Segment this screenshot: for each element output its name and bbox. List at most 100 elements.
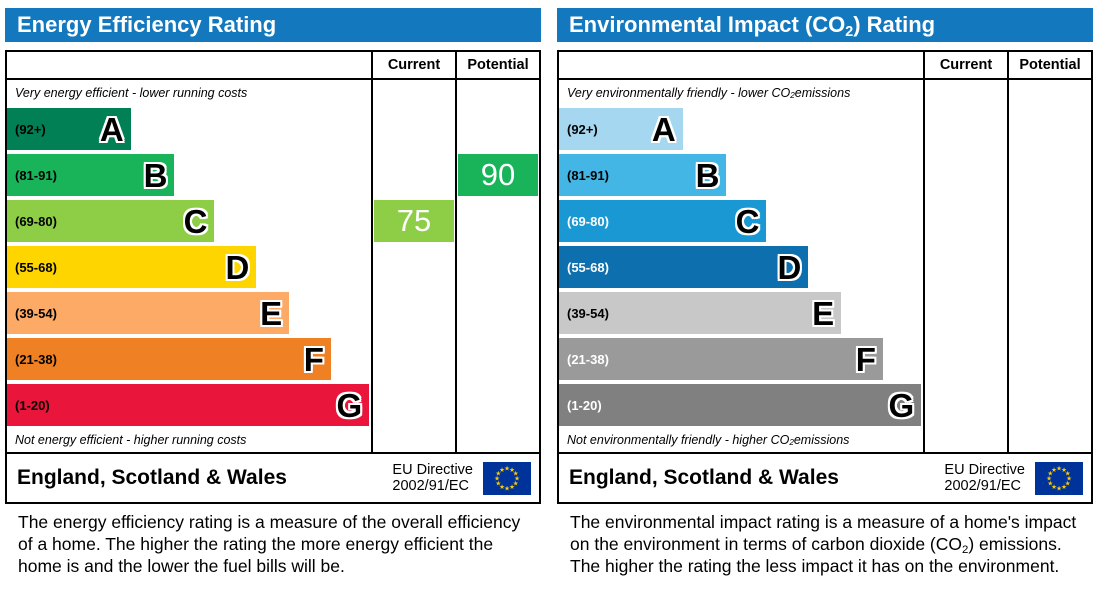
eu-flag-star: ★: [494, 474, 500, 482]
band-range-label: (55-68): [15, 259, 57, 275]
band-range-label: (69-80): [567, 213, 609, 229]
band-bar: (81-91) B: [559, 154, 727, 196]
potential-column: 90: [455, 80, 539, 452]
table-footer: England, Scotland & Wales EU Directive 2…: [7, 452, 539, 502]
environmental-impact-title-bar: Environmental Impact (CO2) Rating: [557, 8, 1093, 42]
current-column-header: Current: [923, 52, 1007, 80]
eu-flag-star: ★: [514, 474, 520, 482]
caption-post: ) emissions. The higher the rating the l…: [570, 533, 1062, 576]
bottom-note: Not energy efficient - higher running co…: [7, 428, 371, 452]
eu-flag-star: ★: [1061, 483, 1067, 491]
region-label: England, Scotland & Wales: [17, 466, 287, 489]
title-sub: 2: [845, 24, 854, 41]
energy-efficiency-caption: The energy efficiency rating is a measur…: [5, 512, 541, 578]
band-letter: B: [143, 156, 168, 194]
band-row-e: (39-54) E: [7, 290, 371, 336]
band-range-label: (69-80): [15, 213, 57, 229]
band-bar: (55-68) D: [559, 246, 809, 288]
bands: (92+) A (81-91) B (69-80) C (55-68) D (39-54) E (2…: [559, 106, 923, 428]
band-row-d: (55-68) D: [7, 244, 371, 290]
band-letter: A: [99, 110, 124, 148]
eu-directive-line2: 2002/91/EC: [392, 478, 470, 494]
eu-directive-line2: 2002/91/EC: [944, 478, 1022, 494]
caption-sub: 2: [962, 544, 969, 557]
eu-flag-star: ★: [1046, 474, 1052, 482]
band-letter: A: [651, 110, 676, 148]
band-letter: G: [888, 386, 915, 424]
eu-flag-star: ★: [1047, 469, 1053, 477]
energy-efficiency-panel: Energy Efficiency Rating Current Potenti…: [5, 8, 541, 578]
eu-flag-star: ★: [1061, 465, 1067, 473]
band-row-g: (1-20) G: [7, 382, 371, 428]
top-note-pre: Very energy efficient - lower running co…: [15, 86, 248, 100]
band-range-label: (39-54): [15, 305, 57, 321]
title-pre: Environmental Impact (CO: [569, 12, 846, 37]
band-bar: (39-54) E: [559, 292, 842, 334]
current-column: [923, 80, 1007, 452]
band-range-label: (55-68): [567, 259, 609, 275]
band-bar: (81-91) B: [7, 154, 175, 196]
bands-column: Very energy efficient - lower running co…: [7, 80, 371, 452]
band-letter: D: [225, 248, 250, 286]
eu-flag-star: ★: [495, 469, 501, 477]
band-range-label: (1-20): [567, 397, 602, 413]
band-row-b: (81-91) B: [559, 152, 923, 198]
title-pre: Energy Efficiency Rating: [17, 12, 277, 37]
band-bar: (69-80) C: [559, 200, 767, 242]
eu-directive-label: EU Directive 2002/91/EC: [944, 462, 1025, 494]
eu-flag-field: [1035, 461, 1083, 495]
band-row-b: (81-91) B: [7, 152, 371, 198]
band-bar: (92+) A: [7, 108, 131, 150]
top-note: Very environmentally friendly - lower CO…: [559, 80, 923, 106]
band-bar: (55-68) D: [7, 246, 257, 288]
band-letter: G: [336, 386, 363, 424]
band-row-g: (1-20) G: [559, 382, 923, 428]
band-bar: (1-20) G: [559, 384, 922, 426]
epc-rating-page: Energy Efficiency Rating Current Potenti…: [5, 8, 1093, 578]
eu-flag-star: ★: [1065, 469, 1071, 477]
potential-rating-indicator: 90: [458, 154, 538, 196]
band-letter: C: [735, 202, 760, 240]
eu-directive-label: EU Directive 2002/91/EC: [392, 462, 473, 494]
environmental-impact-caption: The environmental impact rating is a mea…: [557, 512, 1093, 578]
band-letter: F: [855, 340, 876, 378]
eu-flag-star: ★: [1047, 479, 1053, 487]
band-bar: (1-20) G: [7, 384, 370, 426]
current-column: 75: [371, 80, 455, 452]
band-range-label: (92+): [567, 121, 598, 137]
eu-flag-icon: ★ ★ ★ ★ ★ ★ ★ ★ ★ ★ ★ ★: [1035, 461, 1083, 495]
region-label: England, Scotland & Wales: [569, 466, 839, 489]
top-note-sub: 2: [790, 90, 795, 100]
band-row-f: (21-38) F: [7, 336, 371, 382]
eu-flag-star: ★: [495, 479, 501, 487]
band-letter: E: [260, 294, 283, 332]
bottom-note-sub: 2: [789, 437, 794, 447]
energy-efficiency-title-bar: Energy Efficiency Rating: [5, 8, 541, 42]
band-range-label: (81-91): [15, 167, 57, 183]
eu-flag-star: ★: [1051, 483, 1057, 491]
eu-flag-star: ★: [504, 484, 510, 492]
eu-flag-star: ★: [1056, 464, 1062, 472]
band-range-label: (21-38): [567, 351, 609, 367]
band-bar: (21-38) F: [559, 338, 883, 380]
bands: (92+) A (81-91) B (69-80) C (55-68) D (39-54) E (2…: [7, 106, 371, 428]
panel-title-text: Energy Efficiency Rating: [17, 12, 276, 38]
title-post: ) Rating: [853, 12, 936, 37]
potential-column-header: Potential: [455, 52, 539, 80]
eu-flag-star: ★: [1051, 465, 1057, 473]
table-footer: England, Scotland & Wales EU Directive 2…: [559, 452, 1091, 502]
caption-pre: The energy efficiency rating is a measur…: [18, 512, 521, 576]
potential-column: [1007, 80, 1091, 452]
eu-directive-line1: EU Directive: [944, 461, 1025, 478]
environmental-impact-panel: Environmental Impact (CO2) Rating Curren…: [557, 8, 1093, 578]
eu-flag-star: ★: [1056, 484, 1062, 492]
rating-table: Current Potential Very energy efficient …: [5, 50, 541, 504]
band-letter: D: [777, 248, 802, 286]
band-range-label: (92+): [15, 121, 46, 137]
band-row-f: (21-38) F: [559, 336, 923, 382]
table-corner: [7, 52, 371, 80]
eu-flag-star: ★: [513, 479, 519, 487]
band-bar: (21-38) F: [7, 338, 331, 380]
caption-pre: The environmental impact rating is a mea…: [570, 512, 1077, 554]
bands-column: Very environmentally friendly - lower CO…: [559, 80, 923, 452]
